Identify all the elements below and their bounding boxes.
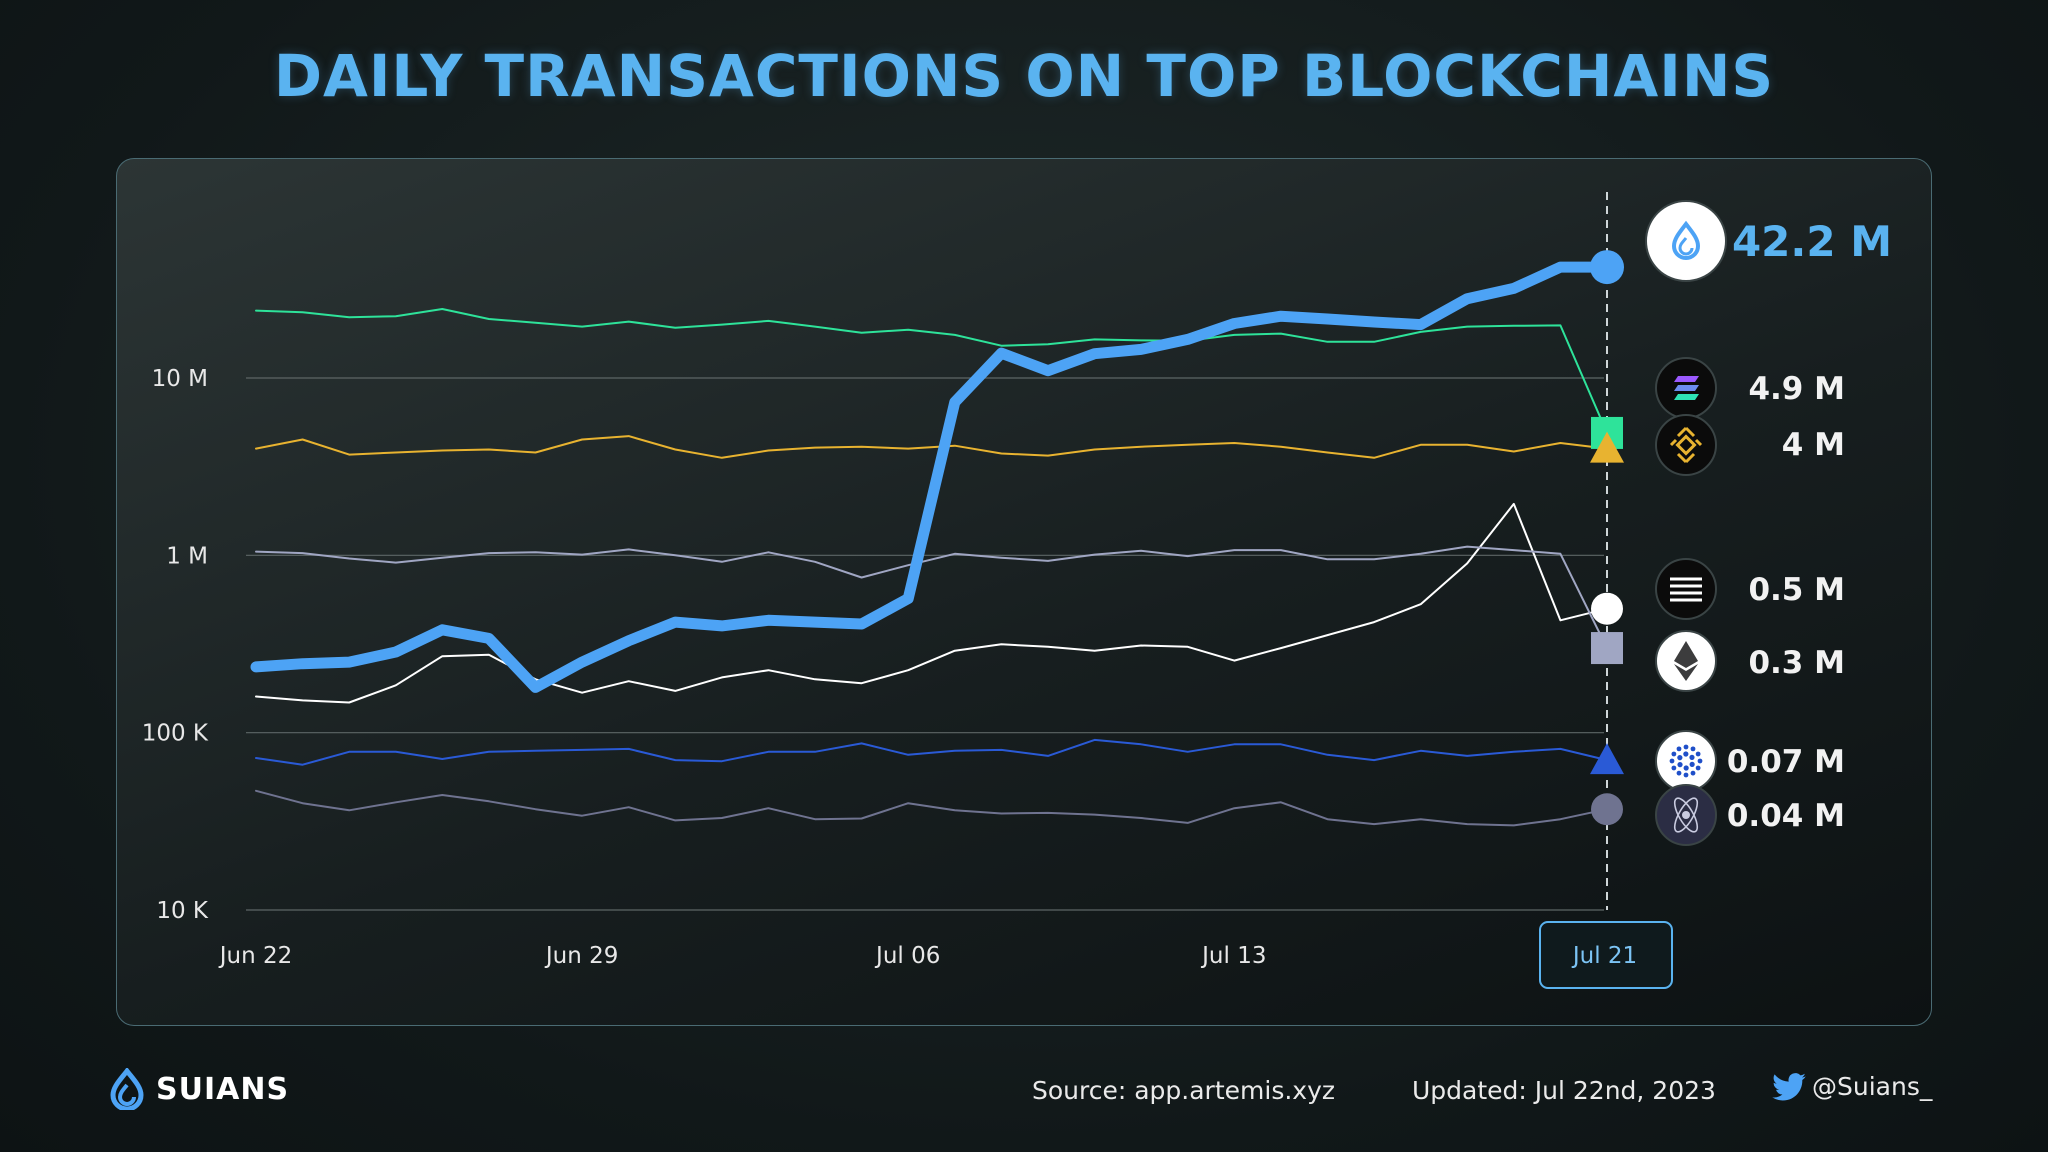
series-line-ethereum xyxy=(255,545,1608,650)
end-marker-sui xyxy=(1590,250,1624,285)
x-tick-label: Jul 21 xyxy=(1571,943,1637,969)
solana-logo-icon xyxy=(1655,357,1717,419)
chart-title: DAILY TRANSACTIONS ON TOP BLOCKCHAINS xyxy=(273,42,1775,110)
y-tick-label: 10 K xyxy=(156,898,209,924)
cosmos-logo-icon xyxy=(1655,784,1717,846)
series-line-bnb xyxy=(255,435,1608,459)
twitter-bird-icon xyxy=(1772,1072,1806,1100)
aptos-logo-icon xyxy=(1655,558,1717,620)
end-marker-ethereum xyxy=(1591,632,1623,665)
x-tick-label: Jul 13 xyxy=(1200,943,1266,969)
end-label-cardano: 0.07 M xyxy=(1727,744,1845,780)
legend-icons xyxy=(1645,200,1727,846)
y-axis-ticks: 10 K 100 K 1 M 10 M xyxy=(142,366,209,924)
sui-logo-icon xyxy=(1645,200,1727,282)
end-marker-bnb xyxy=(1590,431,1624,463)
x-tick-label: Jul 06 xyxy=(874,943,940,969)
handle-text: @Suians_ xyxy=(1812,1072,1933,1101)
grid-lines xyxy=(246,377,1604,911)
ethereum-logo-icon xyxy=(1655,630,1717,692)
y-tick-label: 10 M xyxy=(152,366,208,392)
end-marker-aptos xyxy=(1591,592,1623,625)
series-line-sui xyxy=(250,261,1613,693)
x-tick-label: Jun 22 xyxy=(218,943,293,969)
end-label-solana: 4.9 M xyxy=(1748,371,1845,407)
series-end-markers xyxy=(1590,250,1624,826)
series-line-aptos xyxy=(255,502,1608,704)
series-line-cosmos xyxy=(255,789,1608,827)
end-label-ethereum: 0.3 M xyxy=(1748,645,1845,681)
x-axis-ticks: Jun 22 Jun 29 Jul 06 Jul 13 Jul 21 xyxy=(218,921,1673,989)
current-date-box[interactable] xyxy=(1539,921,1673,989)
y-tick-label: 1 M xyxy=(166,543,208,569)
bnb-logo-icon xyxy=(1655,414,1717,476)
series-line-cardano xyxy=(255,738,1608,766)
y-tick-label: 100 K xyxy=(142,721,209,747)
end-label-cosmos: 0.04 M xyxy=(1727,798,1845,834)
end-label-aptos: 0.5 M xyxy=(1748,572,1845,608)
source-text: Source: app.artemis.xyz xyxy=(1032,1076,1336,1105)
x-tick-label: Jun 29 xyxy=(544,943,619,969)
end-label-sui: 42.2 M xyxy=(1732,217,1892,266)
twitter-handle[interactable]: @Suians_ xyxy=(1772,1072,1932,1101)
suians-drop-icon xyxy=(110,1068,144,1110)
cardano-logo-icon xyxy=(1655,730,1717,792)
series-end-labels: 42.2 M 4.9 M 4 M 0.5 M 0.3 M 0.07 M 0.04 M xyxy=(1727,217,1892,834)
series-line-solana xyxy=(255,308,1608,434)
end-marker-cardano xyxy=(1590,743,1624,775)
series-lines xyxy=(250,261,1613,827)
end-label-bnb: 4 M xyxy=(1782,427,1845,463)
suians-logo[interactable]: SUIANS xyxy=(108,1068,289,1110)
updated-text: Updated: Jul 22nd, 2023 xyxy=(1412,1076,1716,1105)
end-marker-cosmos xyxy=(1591,793,1623,826)
brand-name: SUIANS xyxy=(156,1071,290,1107)
chart-panel xyxy=(116,158,1932,1026)
